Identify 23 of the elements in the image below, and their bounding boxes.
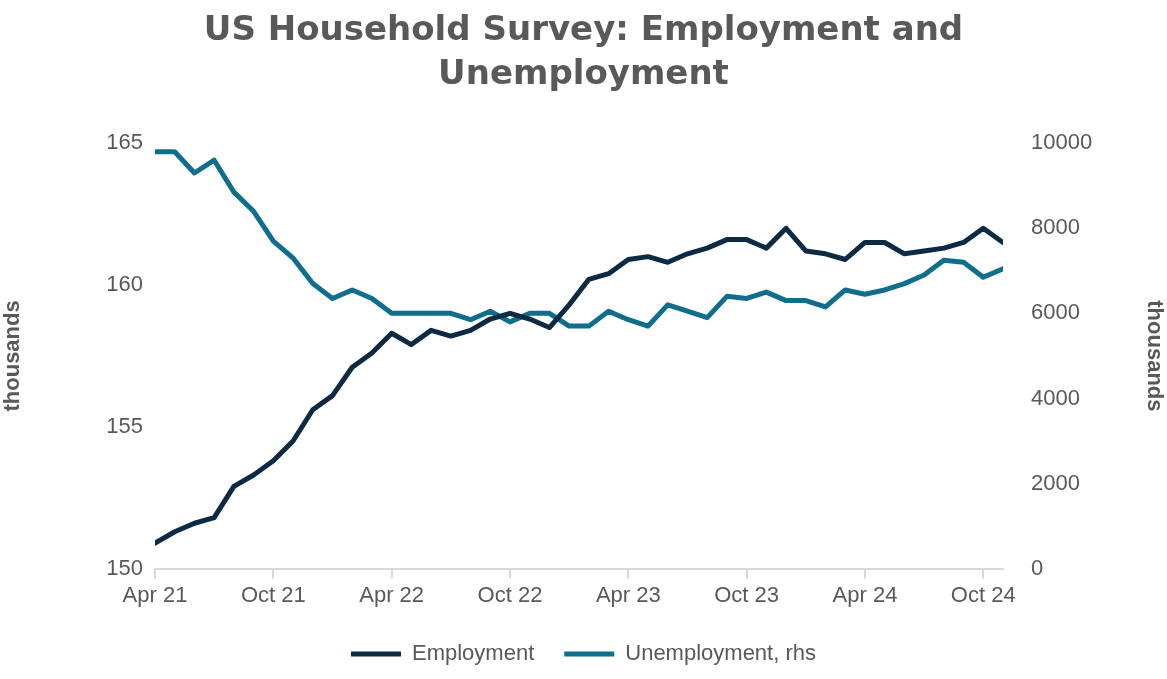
- x-tick-label: Apr 21: [122, 581, 188, 607]
- y2-tick-label: 10000: [1031, 129, 1093, 155]
- legend-label: Employment: [412, 640, 535, 666]
- y-tick-label: 165: [106, 129, 143, 155]
- y-tick-label: 155: [106, 412, 143, 438]
- x-tick-label: Apr 23: [595, 581, 661, 607]
- y-tick-label: 160: [106, 271, 143, 297]
- x-tick-label: Oct 21: [240, 581, 306, 607]
- x-tick-label: Apr 22: [359, 581, 425, 607]
- x-tick-label: Oct 24: [950, 581, 1016, 607]
- y-axis-title: thousands: [0, 300, 25, 412]
- y2-tick-label: 8000: [1031, 214, 1080, 240]
- y2-tick-label: 2000: [1031, 469, 1080, 495]
- chart-title: US Household Survey: Employment and Unemployment: [203, 7, 964, 94]
- legend-label: Unemployment, rhs: [625, 640, 817, 666]
- x-tick-label: Oct 23: [714, 581, 780, 607]
- y2-tick-label: 6000: [1031, 299, 1080, 325]
- y2-tick-label: 0: [1031, 554, 1044, 580]
- y-tick-label: 150: [106, 554, 143, 580]
- x-tick-label: Oct 22: [477, 581, 543, 607]
- y2-tick-label: 4000: [1031, 384, 1080, 410]
- x-tick-label: Apr 24: [832, 581, 898, 607]
- y2-axis-title: thousands: [1142, 300, 1167, 412]
